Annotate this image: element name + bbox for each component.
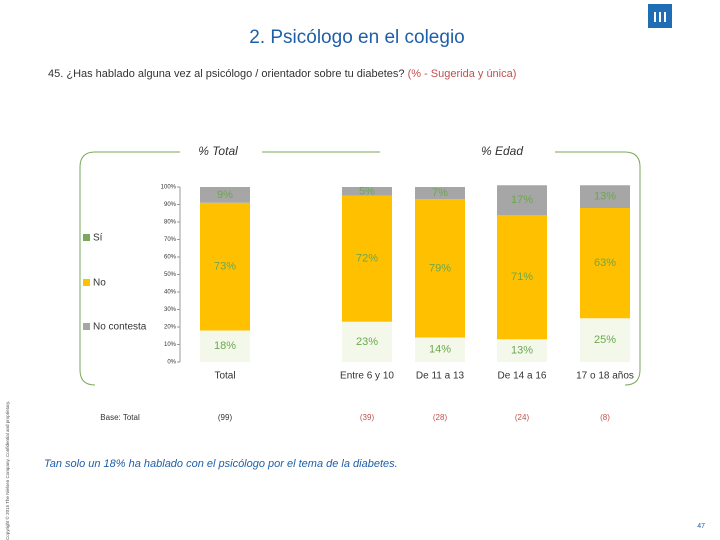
bar-segment xyxy=(415,337,465,362)
data-label: 63% xyxy=(594,257,616,269)
bar-segment xyxy=(580,185,630,208)
data-label: 13% xyxy=(511,345,533,357)
y-tick-label: 50% xyxy=(164,272,177,278)
y-tick-label: 40% xyxy=(164,290,177,296)
logo-mark xyxy=(654,12,666,22)
data-label: 7% xyxy=(432,187,448,199)
y-tick-label: 70% xyxy=(164,237,177,243)
data-label: 25% xyxy=(594,334,616,346)
bar-segment xyxy=(415,187,465,200)
legend-swatch xyxy=(83,234,90,241)
bar-segment xyxy=(342,321,392,362)
data-label: 14% xyxy=(429,344,451,356)
legend-label: No xyxy=(93,278,106,289)
legend-swatch xyxy=(83,279,90,286)
bracket xyxy=(555,151,641,386)
base-value: (8) xyxy=(600,413,610,422)
group-label: % Total xyxy=(198,144,238,158)
question-note: (% - Sugerida y única) xyxy=(408,68,517,80)
legend-label: Sí xyxy=(93,233,103,244)
data-label: 71% xyxy=(511,271,533,283)
question-text: 45. ¿Has hablado alguna vez al psicólogo… xyxy=(48,68,405,80)
bar-segment xyxy=(497,215,547,340)
data-label: 73% xyxy=(214,261,236,273)
data-label: 13% xyxy=(594,191,616,203)
data-label: 23% xyxy=(356,336,378,348)
y-tick-label: 20% xyxy=(164,325,177,331)
data-label: 79% xyxy=(429,262,451,274)
x-tick-label: Total xyxy=(214,371,235,382)
y-tick-label: 80% xyxy=(164,220,177,226)
page-number: 47 xyxy=(697,523,705,530)
data-label: 18% xyxy=(214,340,236,352)
bar-segment xyxy=(415,199,465,338)
bar-segment xyxy=(580,318,630,362)
legend-label: No contesta xyxy=(93,322,147,333)
bar-segment xyxy=(497,339,547,362)
y-tick-label: 10% xyxy=(164,342,177,348)
group-label: % Edad xyxy=(481,144,523,158)
data-label: 9% xyxy=(217,189,233,201)
bar-segment xyxy=(200,202,250,331)
bracket xyxy=(79,151,180,386)
bar-segment xyxy=(580,208,630,319)
base-value: (39) xyxy=(360,413,375,422)
x-tick-label: 17 o 18 años xyxy=(576,371,634,382)
base-label: Base: Total xyxy=(100,413,140,422)
base-value: (28) xyxy=(433,413,448,422)
bar-segment xyxy=(200,187,250,203)
slide-title: 2. Psicólogo en el colegio xyxy=(249,27,464,48)
y-tick-label: 90% xyxy=(164,202,177,208)
x-tick-label: De 14 a 16 xyxy=(498,371,547,382)
base-value: (99) xyxy=(218,413,233,422)
data-label: 17% xyxy=(511,194,533,206)
legend-swatch xyxy=(83,323,90,330)
bar-segment xyxy=(200,330,250,362)
y-tick-label: 30% xyxy=(164,307,177,313)
footnote: Tan solo un 18% ha hablado con el psicól… xyxy=(44,458,398,470)
data-label: 5% xyxy=(359,185,375,197)
data-label: 72% xyxy=(356,253,378,265)
bar-segment xyxy=(342,195,392,322)
y-tick-label: 0% xyxy=(167,360,176,366)
question: 45. ¿Has hablado alguna vez al psicólogo… xyxy=(48,68,516,80)
copyright: Copyright © 2015 The Nielsen Company. Co… xyxy=(4,401,10,540)
bar-segment xyxy=(342,187,392,196)
x-tick-label: De 11 a 13 xyxy=(416,371,465,382)
x-tick-label: Entre 6 y 10 xyxy=(340,371,394,382)
y-tick-label: 60% xyxy=(164,255,177,261)
y-tick-label: 100% xyxy=(161,185,177,191)
base-value: (24) xyxy=(515,413,530,422)
bar-segment xyxy=(497,185,547,215)
